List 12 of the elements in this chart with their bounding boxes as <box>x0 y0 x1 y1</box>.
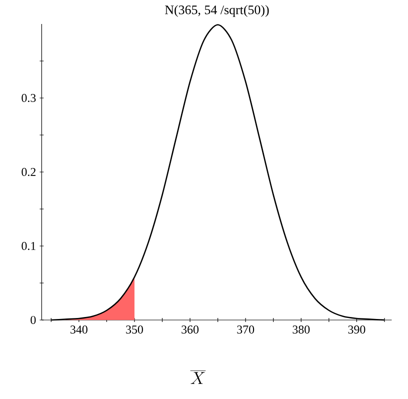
x-tick-label: 360 <box>182 326 199 334</box>
x-tick-label: 340 <box>70 326 88 334</box>
x-tick-label: 350 <box>126 326 143 334</box>
y-tick-label: 0 <box>30 316 36 324</box>
x-tick-label: 380 <box>292 326 310 334</box>
x-tick-label: 390 <box>348 326 366 334</box>
y-tick-label: 0.2 <box>22 168 36 176</box>
y-tick-label: 0.3 <box>22 94 36 102</box>
chart-title: N(365, 54 /sqrt(50)) <box>165 5 269 17</box>
y-tick-label: 0.1 <box>22 242 36 250</box>
x-tick-label: 370 <box>237 326 254 334</box>
x-axis-title: $\overline{X}$ <box>190 370 206 384</box>
